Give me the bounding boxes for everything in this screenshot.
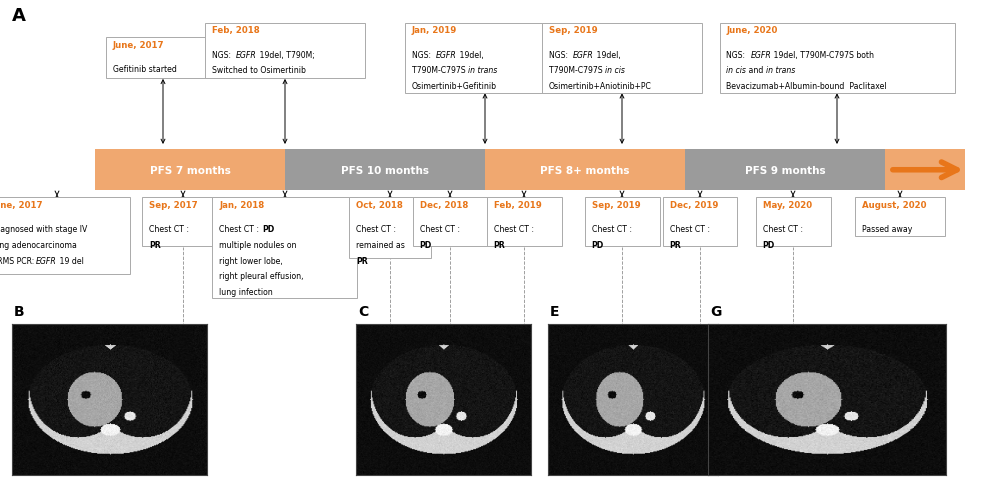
Text: EGFR: EGFR — [236, 50, 257, 60]
Text: EGFR: EGFR — [573, 50, 594, 60]
Text: Switched to Osimertinib: Switched to Osimertinib — [212, 66, 306, 75]
Text: ARMS PCR:: ARMS PCR: — [0, 256, 36, 265]
FancyBboxPatch shape — [0, 198, 130, 275]
Text: multiple nodules on: multiple nodules on — [219, 240, 297, 249]
Text: C: C — [358, 304, 368, 318]
Text: EGFR: EGFR — [36, 256, 57, 265]
Text: Sep, 2019: Sep, 2019 — [592, 201, 640, 209]
Text: June, 2017: June, 2017 — [113, 41, 164, 50]
Text: G: G — [710, 304, 721, 318]
Text: lung infection: lung infection — [219, 288, 273, 297]
Text: PD: PD — [420, 240, 432, 249]
Text: in trans: in trans — [766, 66, 796, 75]
FancyBboxPatch shape — [405, 24, 565, 94]
Text: Feb, 2018: Feb, 2018 — [212, 26, 260, 36]
Bar — [485, 150, 685, 191]
FancyBboxPatch shape — [212, 198, 357, 299]
Text: PR: PR — [494, 240, 505, 249]
Text: Chest CT :: Chest CT : — [592, 225, 632, 233]
Text: Jan, 2018: Jan, 2018 — [219, 201, 265, 209]
Text: Chest CT :: Chest CT : — [149, 225, 189, 233]
Text: PR: PR — [356, 256, 368, 265]
Text: Gefitinib started: Gefitinib started — [113, 65, 176, 74]
Text: PR: PR — [670, 240, 681, 249]
Text: August, 2020: August, 2020 — [862, 201, 926, 209]
Text: PR: PR — [149, 240, 161, 249]
FancyBboxPatch shape — [584, 198, 660, 246]
Text: Bevacizumab+Albumin-bound  Paclitaxel: Bevacizumab+Albumin-bound Paclitaxel — [726, 82, 887, 91]
FancyBboxPatch shape — [487, 198, 562, 246]
Bar — [95, 150, 285, 191]
Text: 19del,: 19del, — [457, 50, 484, 60]
Text: PFS 10 months: PFS 10 months — [341, 166, 429, 175]
Text: Osimertinib+Aniotinib+PC: Osimertinib+Aniotinib+PC — [549, 82, 652, 91]
Text: Chest CT :: Chest CT : — [763, 225, 803, 233]
Text: Osimertinib+Gefitinib: Osimertinib+Gefitinib — [412, 82, 497, 91]
Text: PFS 7 months: PFS 7 months — [150, 166, 230, 175]
Text: Sep, 2017: Sep, 2017 — [149, 201, 198, 209]
Text: 19del,: 19del, — [594, 50, 621, 60]
Text: PD: PD — [592, 240, 604, 249]
Text: EGFR: EGFR — [436, 50, 457, 60]
FancyBboxPatch shape — [855, 198, 945, 237]
Text: Dec, 2018: Dec, 2018 — [420, 201, 468, 209]
Bar — [285, 150, 485, 191]
Text: E: E — [550, 304, 560, 318]
Text: Chest CT :: Chest CT : — [494, 225, 534, 233]
Text: Chest CT :: Chest CT : — [356, 225, 396, 233]
Text: Sep, 2019: Sep, 2019 — [549, 26, 598, 36]
Text: Oct, 2018: Oct, 2018 — [356, 201, 403, 209]
Text: EGFR: EGFR — [750, 50, 771, 60]
Text: Passed away: Passed away — [862, 225, 912, 233]
FancyBboxPatch shape — [756, 198, 830, 246]
Text: Diagnosed with stage IV: Diagnosed with stage IV — [0, 225, 87, 233]
Text: NGS:: NGS: — [412, 50, 436, 60]
FancyBboxPatch shape — [720, 24, 954, 94]
Text: in trans: in trans — [468, 66, 497, 75]
FancyBboxPatch shape — [542, 24, 702, 94]
Text: Chest CT :: Chest CT : — [420, 225, 460, 233]
FancyBboxPatch shape — [349, 198, 431, 258]
Text: and: and — [746, 66, 766, 75]
Text: June, 2020: June, 2020 — [726, 26, 778, 36]
Text: PD: PD — [262, 225, 274, 233]
Text: in cis: in cis — [726, 66, 746, 75]
FancyBboxPatch shape — [205, 24, 365, 79]
Bar — [885, 150, 965, 191]
FancyBboxPatch shape — [662, 198, 737, 246]
Text: NGS:: NGS: — [726, 50, 750, 60]
Text: 19del, T790M;: 19del, T790M; — [257, 50, 314, 60]
Text: lung adenocarcinoma: lung adenocarcinoma — [0, 240, 76, 249]
Text: 19del, T790M-C797S both: 19del, T790M-C797S both — [771, 50, 874, 60]
Text: Jan, 2019: Jan, 2019 — [412, 26, 457, 36]
Text: PD: PD — [763, 240, 775, 249]
Text: right lower lobe,: right lower lobe, — [219, 256, 283, 265]
Text: Dec, 2019: Dec, 2019 — [670, 201, 718, 209]
Text: May, 2020: May, 2020 — [763, 201, 812, 209]
Text: NGS:: NGS: — [549, 50, 573, 60]
FancyBboxPatch shape — [142, 198, 224, 246]
Text: 19 del: 19 del — [57, 256, 84, 265]
Text: PFS 8+ months: PFS 8+ months — [540, 166, 630, 175]
FancyBboxPatch shape — [413, 198, 488, 246]
Text: in cis: in cis — [605, 66, 625, 75]
FancyBboxPatch shape — [106, 38, 221, 79]
Text: T790M-C797S: T790M-C797S — [412, 66, 468, 75]
Text: T790M-C797S: T790M-C797S — [549, 66, 605, 75]
Text: NGS:: NGS: — [212, 50, 236, 60]
Text: PFS 9 months: PFS 9 months — [745, 166, 825, 175]
Text: remained as: remained as — [356, 240, 405, 249]
Text: right pleural effusion,: right pleural effusion, — [219, 272, 304, 281]
Text: A: A — [12, 7, 26, 25]
Text: June, 2017: June, 2017 — [0, 201, 43, 209]
Text: Chest CT :: Chest CT : — [670, 225, 710, 233]
Text: Chest CT :: Chest CT : — [219, 225, 262, 233]
Bar — [685, 150, 885, 191]
Text: B: B — [14, 304, 25, 318]
Text: Feb, 2019: Feb, 2019 — [494, 201, 541, 209]
